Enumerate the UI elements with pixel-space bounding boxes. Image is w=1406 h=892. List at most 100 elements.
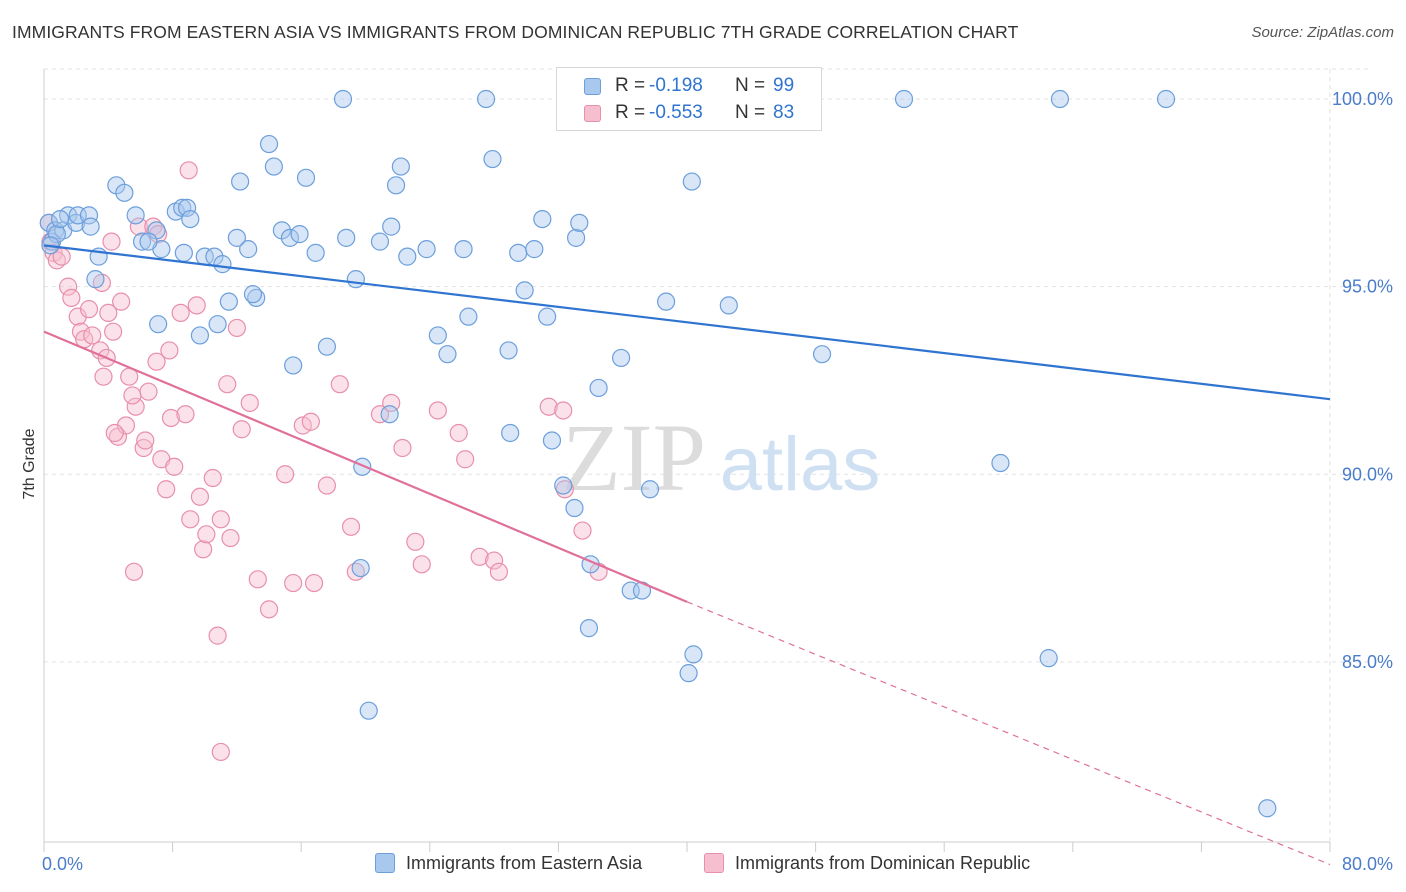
dominican-republic-point	[134, 438, 153, 458]
x-tick-label: 0.0%	[42, 854, 83, 874]
eastern-asia-point	[542, 431, 562, 450]
eastern-asia-point	[538, 307, 557, 326]
legend-label: Immigrants from Dominican Republic	[735, 853, 1031, 873]
eastern-asia-point	[483, 149, 502, 169]
dominican-republic-point	[124, 562, 144, 581]
eastern-asia-point	[190, 326, 210, 345]
dominican-republic-point	[203, 468, 222, 488]
eastern-asia-point	[139, 232, 158, 251]
dominican-republic-point	[187, 296, 206, 315]
dominican-republic-point	[157, 480, 176, 499]
legend-swatch-blue	[584, 78, 601, 95]
dominican-republic-point	[147, 352, 166, 371]
dominican-republic-point	[79, 300, 99, 319]
eastern-asia-point	[264, 157, 283, 176]
dominican-republic-point	[232, 420, 251, 439]
dominican-republic-point	[489, 562, 509, 581]
watermark: ZIP atlas	[562, 404, 880, 511]
series-eastern-asia-points	[39, 89, 1277, 818]
eastern-asia-point	[296, 168, 316, 187]
eastern-asia-point	[231, 172, 250, 191]
eastern-asia-point	[174, 243, 193, 262]
legend-n-label: N =	[735, 75, 766, 96]
eastern-asia-point	[525, 240, 544, 259]
dominican-republic-point	[105, 423, 124, 443]
eastern-asia-point	[499, 341, 518, 360]
source-credit: Source: ZipAtlas.com	[1251, 24, 1394, 41]
dominican-republic-point	[161, 408, 181, 428]
eastern-asia-point	[239, 240, 258, 259]
dominican-republic-point	[248, 570, 267, 589]
dominican-republic-point	[341, 517, 361, 536]
trendlines	[43, 244, 1331, 866]
dominican-republic-trendline	[43, 330, 688, 603]
y-tick-label: 100.0%	[1332, 89, 1393, 109]
dominican-republic-point	[301, 412, 320, 431]
gridlines	[44, 68, 1370, 842]
watermark-zip: ZIP	[562, 404, 706, 511]
legend-swatch-pink	[584, 105, 601, 122]
eastern-asia-point	[679, 664, 698, 683]
legend-swatch-pink	[704, 853, 724, 873]
eastern-asia-point	[177, 198, 197, 217]
eastern-asia-point	[351, 558, 370, 578]
legend-item-dominican-republic: Immigrants from Dominican Republic	[704, 852, 1084, 876]
dominican-republic-point	[539, 397, 558, 416]
eastern-asia-point	[428, 326, 447, 345]
eastern-asia-point	[227, 228, 246, 247]
legend-item-eastern-asia: Immigrants from Eastern Asia	[375, 852, 695, 876]
eastern-asia-point	[380, 405, 399, 424]
dominican-republic-point	[393, 438, 412, 458]
y-axis-label: 7th Grade	[21, 428, 38, 499]
eastern-asia-point	[1039, 649, 1058, 668]
eastern-asia-point	[219, 292, 238, 311]
dominican-republic-point	[179, 161, 198, 180]
eastern-asia-point	[79, 206, 99, 225]
x-tick-label: 80.0%	[1342, 854, 1393, 874]
eastern-asia-point	[509, 243, 528, 262]
eastern-asia-point	[132, 232, 152, 251]
eastern-asia-point	[243, 285, 263, 304]
legend-n-value: 83	[773, 102, 795, 123]
dominican-republic-point	[59, 277, 78, 296]
dominican-republic-point	[139, 382, 158, 401]
dominican-republic-point	[126, 397, 145, 416]
eastern-asia-point	[579, 619, 599, 638]
dominican-republic-point	[171, 303, 190, 323]
dominican-republic-trendline-extension	[686, 601, 1331, 866]
dominican-republic-point	[104, 322, 123, 341]
eastern-asia-point	[333, 89, 353, 109]
eastern-asia-trendline	[43, 244, 1331, 401]
dominican-republic-point	[330, 375, 349, 394]
dominican-republic-point	[129, 217, 148, 236]
dominican-republic-point	[62, 288, 81, 307]
dominican-republic-point	[136, 431, 155, 450]
eastern-asia-point	[991, 453, 1010, 473]
eastern-asia-point	[208, 315, 227, 334]
dominican-republic-point	[181, 510, 200, 529]
dominican-republic-point	[221, 528, 240, 548]
eastern-asia-point	[719, 296, 738, 315]
legend-row-dominican-republic: R = -0.553 N = 83	[557, 101, 821, 127]
legend-r-label: R =	[615, 102, 646, 123]
y-tick-label: 95.0%	[1342, 277, 1393, 297]
eastern-asia-point	[382, 217, 401, 236]
eastern-asia-point	[284, 356, 303, 375]
dominican-republic-point	[304, 573, 324, 593]
eastern-asia-point	[657, 292, 676, 311]
dominican-republic-point	[218, 375, 237, 394]
dominican-republic-point	[449, 423, 468, 443]
dominican-republic-point	[259, 600, 279, 619]
eastern-asia-point	[398, 247, 417, 266]
eastern-asia-point	[570, 213, 589, 232]
dominican-republic-point	[197, 525, 216, 544]
dominican-republic-point	[160, 341, 179, 360]
dominican-republic-point	[208, 626, 227, 645]
chart-title: IMMIGRANTS FROM EASTERN ASIA VS IMMIGRAN…	[12, 22, 1019, 42]
eastern-asia-point	[317, 337, 337, 356]
eastern-asia-point	[306, 243, 325, 262]
eastern-asia-point	[515, 281, 534, 300]
eastern-asia-point	[181, 209, 200, 229]
eastern-asia-point	[533, 209, 552, 229]
eastern-asia-point	[1050, 89, 1070, 109]
